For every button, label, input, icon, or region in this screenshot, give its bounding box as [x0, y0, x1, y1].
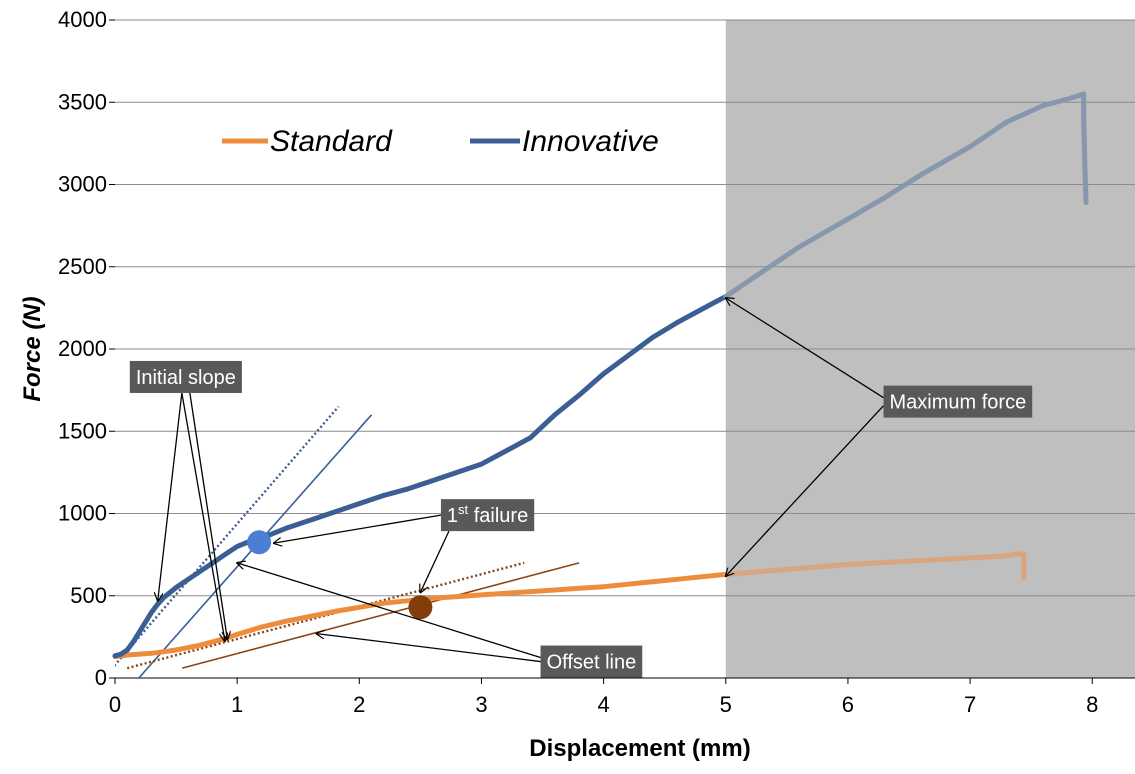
reference-line	[126, 561, 525, 670]
series-line	[723, 91, 1089, 299]
y-tick-label: 0	[95, 665, 107, 690]
x-axis-title: Displacement (mm)	[529, 735, 750, 762]
y-tick-label: 2000	[58, 336, 107, 361]
x-tick-label: 3	[475, 692, 487, 717]
y-tick-label: 3500	[58, 89, 107, 114]
callout-arrow	[237, 563, 541, 659]
callout-box	[540, 645, 643, 678]
y-tick-label: 500	[70, 583, 107, 608]
callout-arrow	[317, 634, 541, 663]
series-line	[112, 571, 729, 660]
x-tick-label: 4	[597, 692, 609, 717]
x-tick-label: 5	[720, 692, 732, 717]
y-tick-label: 4000	[58, 7, 107, 32]
reference-line	[181, 562, 580, 669]
x-axis: 0 1 2 3 4 5 6 7 8	[109, 678, 1098, 717]
y-tick-label: 1500	[58, 418, 107, 443]
failure-markers	[247, 530, 433, 620]
x-tick-label: 0	[109, 692, 121, 717]
failure-marker	[247, 530, 272, 555]
x-tick-label: 8	[1086, 692, 1098, 717]
callout-arrows	[158, 298, 884, 663]
callout-text: Initial slope	[136, 367, 236, 389]
failure-marker	[408, 595, 433, 620]
callout-maximum-force: Maximum force	[883, 385, 1033, 418]
data-series	[112, 91, 1089, 660]
callout-first-failure: 1st failure	[440, 499, 535, 532]
y-axis-title: Force (N)	[19, 296, 46, 401]
series-line	[112, 293, 729, 659]
reference-line	[137, 414, 373, 678]
callout-text: Offset line	[547, 652, 637, 674]
callout-labels: Initial slope 1st failure Offset line Maxim…	[129, 360, 1033, 678]
callout-arrow	[274, 514, 442, 543]
callout-arrow	[158, 392, 183, 601]
reference-line	[115, 405, 340, 667]
y-tick-label: 3000	[58, 172, 107, 197]
callout-arrow	[726, 298, 884, 399]
callout-text: 1st failure	[447, 502, 528, 527]
x-tick-label: 2	[353, 692, 365, 717]
callout-arrow	[189, 392, 228, 639]
x-tick-label: 7	[964, 692, 976, 717]
y-tick-label: 1000	[58, 501, 107, 526]
callout-box	[440, 499, 535, 532]
legend: Standard Innovative	[222, 125, 659, 158]
y-tick-label: 2500	[58, 254, 107, 279]
callout-arrow	[181, 392, 225, 641]
callout-arrow	[420, 530, 450, 592]
x-tick-label: 1	[231, 692, 243, 717]
y-axis: 0 500 1000 1500 2000 2500 3000 3500 4000	[58, 7, 115, 690]
callout-arrow	[726, 405, 884, 576]
legend-label: Innovative	[522, 125, 659, 158]
series-line	[723, 551, 1027, 581]
callout-box	[129, 360, 242, 393]
callout-initial-slope: Initial slope	[129, 360, 242, 393]
legend-label: Standard	[270, 125, 393, 158]
callout-offset-line: Offset line	[540, 645, 643, 678]
x-tick-label: 6	[842, 692, 854, 717]
callout-box	[883, 385, 1033, 418]
callout-text: Maximum force	[890, 392, 1027, 414]
reference-lines	[115, 405, 580, 678]
